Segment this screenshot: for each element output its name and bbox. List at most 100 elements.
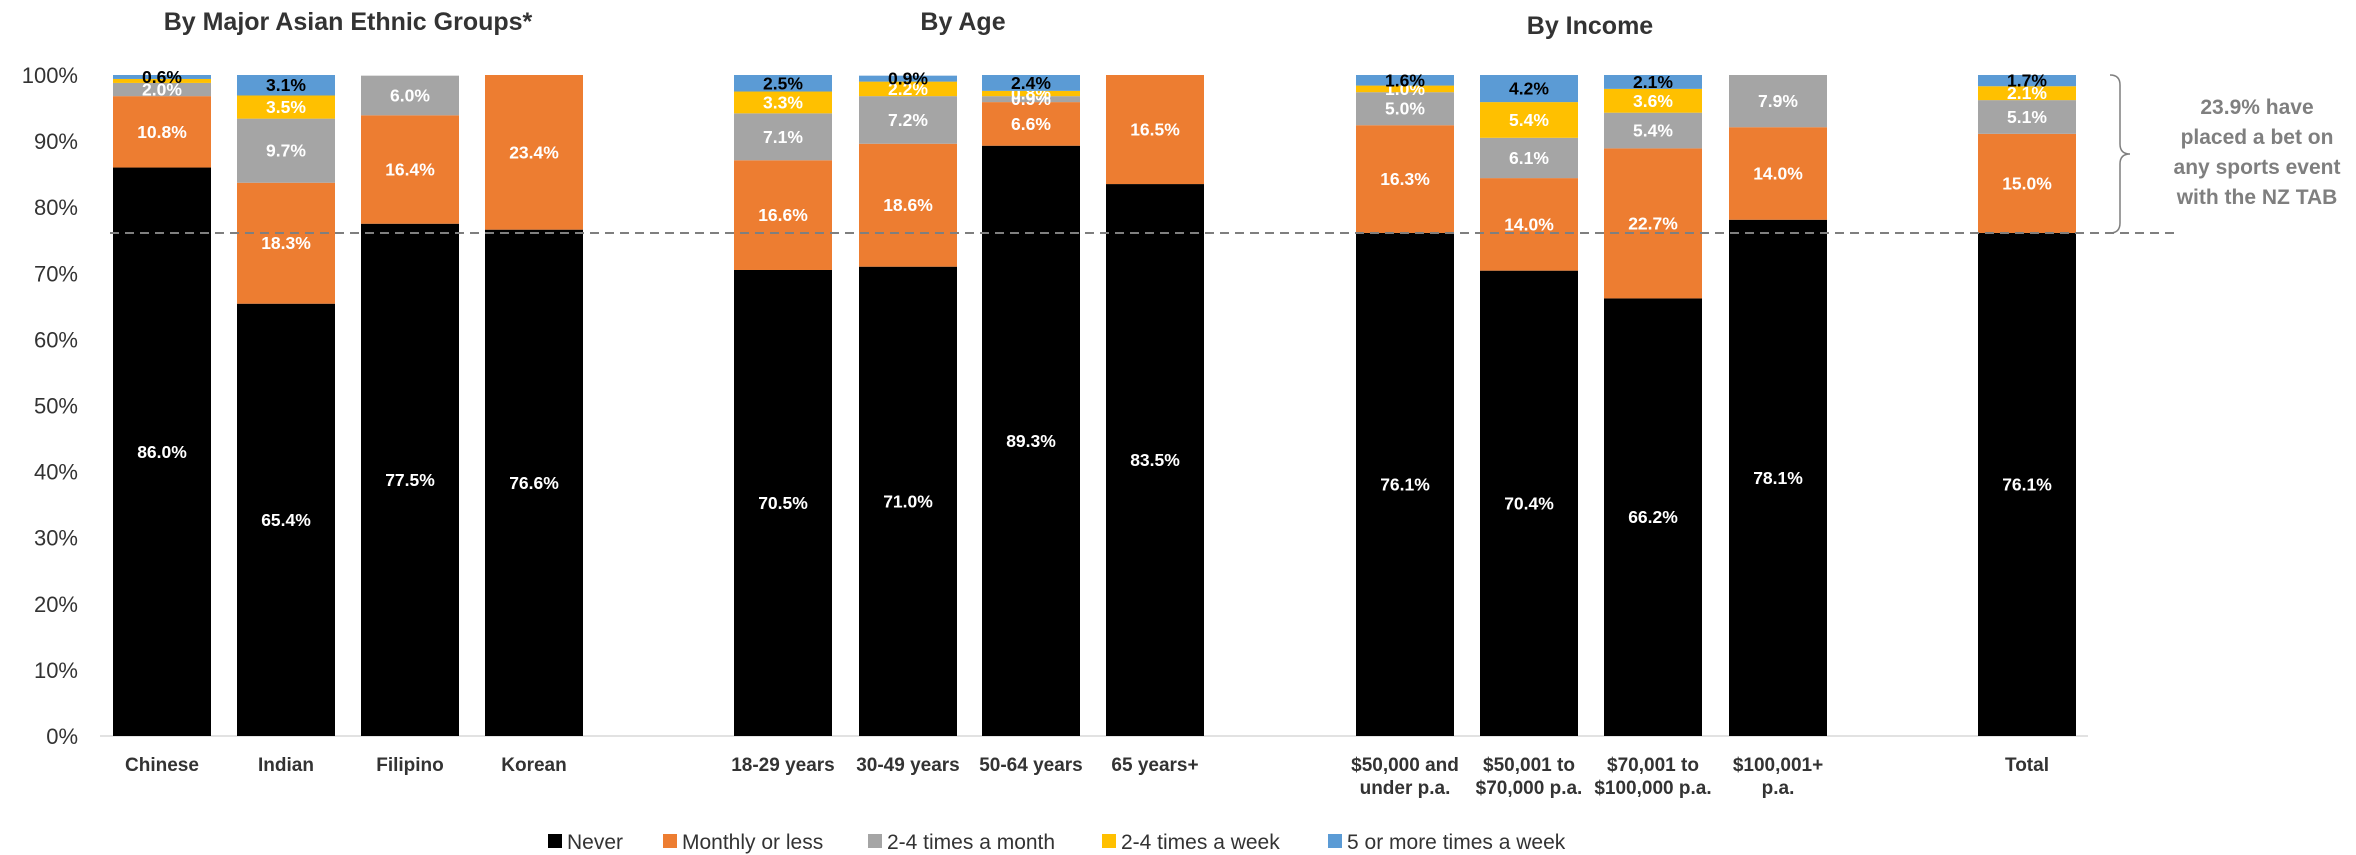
bar-segment — [1978, 86, 2076, 101]
bar-segment — [859, 266, 957, 736]
bar-segment — [361, 223, 459, 737]
bar-segment — [734, 160, 832, 270]
data-label: 7.9% — [1758, 91, 1798, 111]
data-label: 2.0% — [142, 80, 182, 100]
bar-segment — [1356, 85, 1454, 93]
data-label: 3.1% — [266, 75, 306, 95]
y-tick-label: 70% — [34, 261, 78, 286]
x-category-label: 30-49 years — [856, 755, 960, 776]
bar-segment — [1729, 75, 1827, 128]
data-label: 1.6% — [1385, 70, 1425, 90]
bar-segment — [859, 143, 957, 267]
x-category-label: Indian — [258, 755, 314, 776]
brace-icon — [2109, 74, 2131, 234]
legend-label: Monthly or less — [682, 831, 823, 854]
bar-segment — [361, 75, 459, 116]
legend: Never Monthly or less 2-4 times a month 2-4… — [548, 831, 1566, 854]
bar-segment — [1480, 75, 1578, 103]
data-label: 71.0% — [883, 491, 933, 511]
bar-segment — [237, 118, 335, 183]
legend-label: 2-4 times a month — [887, 831, 1055, 854]
data-label: 70.4% — [1504, 493, 1554, 513]
data-label: 10.8% — [137, 122, 187, 142]
bar-segment — [1729, 219, 1827, 736]
legend-label: 5 or more times a week — [1347, 831, 1566, 854]
group-title-income: By Income — [1527, 12, 1654, 40]
x-category-label: $70,001 to — [1607, 755, 1699, 776]
bar-segment — [1356, 75, 1454, 86]
group-titles: By Major Asian Ethnic Groups* By Age By … — [164, 8, 1654, 40]
bar-segment — [113, 96, 211, 168]
bar-segment — [859, 96, 957, 144]
data-label: 77.5% — [385, 470, 435, 490]
bar-segment — [982, 96, 1080, 103]
bar-segment — [361, 115, 459, 224]
y-axis: 0% 10% 20% 30% 40% 50% 60% 70% 80% 90% 100% — [22, 63, 2088, 749]
group-title-age: By Age — [920, 8, 1005, 36]
annotation-text: placed a bet on — [2181, 126, 2334, 149]
bar-segment — [1978, 100, 2076, 134]
bar-segment — [1480, 137, 1578, 179]
data-label: 2.1% — [1633, 72, 1673, 92]
bar-segment — [1604, 75, 1702, 89]
data-label: 6.1% — [1509, 148, 1549, 168]
y-tick-label: 30% — [34, 526, 78, 551]
x-category-label: $100,000 p.a. — [1594, 778, 1711, 799]
data-label: 66.2% — [1628, 507, 1678, 527]
annotation-text: with the NZ TAB — [2176, 186, 2338, 209]
y-tick-label: 40% — [34, 460, 78, 485]
data-label: 86.0% — [137, 442, 187, 462]
legend-swatch — [663, 834, 677, 848]
bar-segment — [1356, 92, 1454, 126]
data-label: 9.7% — [266, 141, 306, 161]
data-label: 16.5% — [1130, 120, 1180, 140]
bar-segment — [237, 75, 335, 96]
data-label: 2.1% — [2007, 83, 2047, 103]
bar-segment — [859, 75, 957, 82]
y-tick-label: 50% — [34, 394, 78, 419]
data-label: 3.6% — [1633, 91, 1673, 111]
legend-swatch — [1102, 834, 1116, 848]
x-category-label: 65 years+ — [1111, 755, 1198, 776]
x-category-label: p.a. — [1762, 778, 1795, 799]
data-label: 3.5% — [266, 97, 306, 117]
bar-segment — [982, 102, 1080, 146]
data-label: 16.3% — [1380, 169, 1430, 189]
x-category-label: $70,000 p.a. — [1476, 778, 1583, 799]
data-label: 5.4% — [1633, 121, 1673, 141]
y-tick-label: 90% — [34, 129, 78, 154]
bar-segment — [1604, 298, 1702, 736]
bar-segment — [1106, 75, 1204, 185]
data-label: 89.3% — [1006, 431, 1056, 451]
legend-label: 2-4 times a week — [1121, 831, 1280, 854]
bar-segment — [113, 75, 211, 79]
bar-segment — [859, 81, 957, 97]
bar-segment — [982, 145, 1080, 737]
legend-swatch — [548, 834, 562, 848]
bar-segment — [1729, 127, 1827, 220]
legend-swatch — [1328, 834, 1342, 848]
data-label: 76.1% — [1380, 474, 1430, 494]
bar-segment — [1106, 184, 1204, 736]
x-category-label: $100,001+ — [1733, 755, 1823, 776]
data-label: 6.0% — [390, 85, 430, 105]
bar-segment — [237, 303, 335, 736]
data-label: 3.3% — [763, 92, 803, 112]
x-axis-labels: Chinese Indian Filipino Korean 18-29 years 30… — [125, 755, 2049, 799]
data-label: 78.1% — [1753, 468, 1803, 488]
bar-segment — [734, 91, 832, 114]
data-label: 14.0% — [1504, 214, 1554, 234]
bar-segment — [1480, 102, 1578, 138]
data-label: 76.1% — [2002, 474, 2052, 494]
data-label: 15.0% — [2002, 173, 2052, 193]
y-tick-label: 100% — [22, 63, 78, 88]
x-category-label: $50,000 and — [1351, 755, 1459, 776]
annotation-text: 23.9% have — [2200, 96, 2313, 119]
y-tick-label: 60% — [34, 327, 78, 352]
data-label: 83.5% — [1130, 450, 1180, 470]
annotation-text: any sports event — [2174, 156, 2341, 179]
data-label: 18.3% — [261, 233, 311, 253]
bar-segment — [1480, 270, 1578, 736]
data-label: 1.7% — [2007, 71, 2047, 91]
